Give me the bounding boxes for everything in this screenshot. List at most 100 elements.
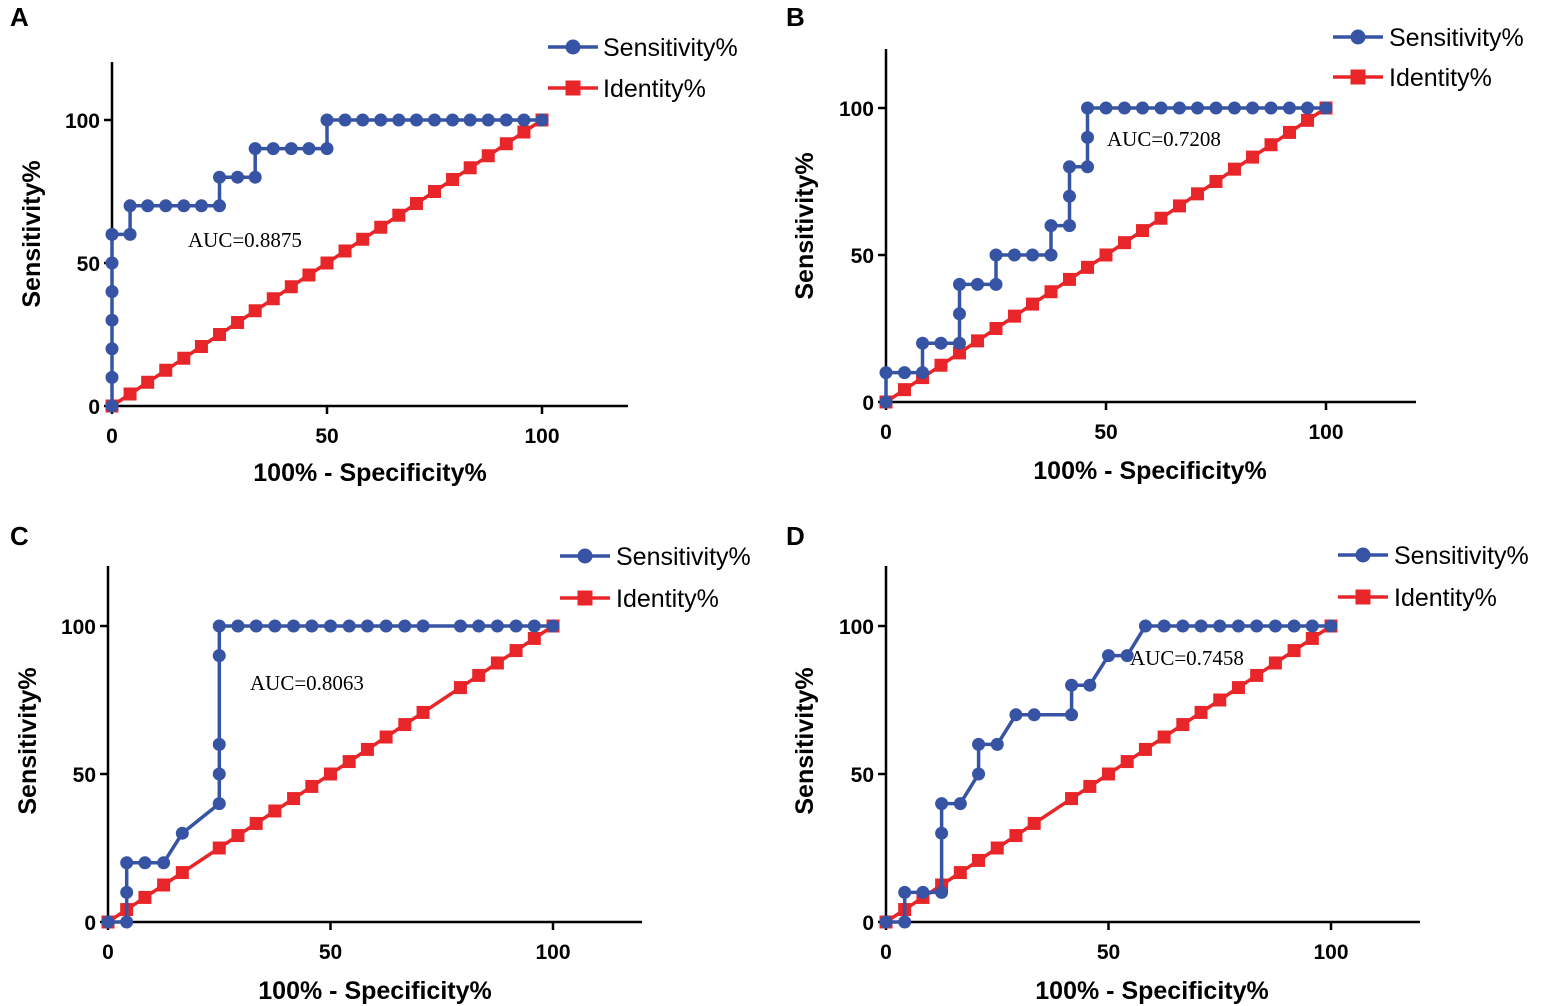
sensitivity-point — [1120, 649, 1134, 663]
identity-point — [1136, 224, 1150, 238]
x-tick-label: 0 — [106, 425, 118, 448]
y-tick-label: 50 — [851, 764, 874, 787]
sensitivity-point — [266, 142, 280, 156]
y-axis-title: Sensitivity% — [791, 667, 819, 814]
identity-point — [338, 244, 352, 258]
identity-point — [1081, 260, 1095, 274]
identity-point — [1176, 718, 1190, 732]
sensitivity-point — [120, 856, 134, 870]
sensitivity-point — [302, 142, 316, 156]
sensitivity-point — [879, 915, 893, 929]
identity-point — [1009, 829, 1023, 843]
sensitivity-point — [1027, 708, 1041, 722]
identity-point — [1157, 730, 1171, 744]
sensitivity-point — [935, 885, 949, 899]
x-axis-title: 100% - Specificity% — [253, 459, 486, 487]
sensitivity-point — [213, 170, 226, 184]
legend: Sensitivity% Identity% — [1338, 542, 1529, 612]
x-tick-label: 0 — [880, 941, 892, 964]
sensitivity-point — [1007, 248, 1021, 262]
legend-identity-label: Identity% — [1389, 64, 1492, 92]
sensitivity-point — [879, 395, 893, 409]
identity-point — [356, 232, 370, 246]
identity-point — [248, 304, 262, 318]
sensitivity-point — [231, 170, 245, 184]
sensitivity-point — [509, 619, 523, 633]
sensitivity-point — [1213, 619, 1227, 633]
sensitivity-point — [952, 336, 966, 350]
sensitivity-point — [1065, 708, 1079, 722]
sensitivity-point — [1287, 619, 1301, 633]
identity-point — [1231, 681, 1245, 695]
sensitivity-point — [249, 619, 263, 633]
sensitivity-point — [305, 619, 319, 633]
sensitivity-point — [1264, 101, 1278, 115]
y-tick-label: 0 — [88, 396, 100, 419]
sensitivity-point — [1083, 678, 1097, 692]
sensitivity-point — [1282, 101, 1296, 115]
sensitivity-point — [392, 113, 406, 127]
sensitivity-point — [1099, 101, 1113, 115]
y-tick-label: 0 — [862, 912, 874, 935]
sensitivity-point — [123, 227, 137, 241]
sensitivity-point — [490, 619, 504, 633]
y-axis-title: Sensitivity% — [791, 152, 819, 299]
identity-point — [342, 755, 356, 769]
sensitivity-point — [1231, 619, 1245, 633]
sensitivity-point — [1172, 101, 1186, 115]
sensitivity-point — [416, 619, 430, 633]
sensitivity-point — [1102, 649, 1115, 663]
x-tick-label: 50 — [1097, 941, 1120, 964]
sensitivity-point — [1305, 619, 1319, 633]
sensitivity-point — [935, 797, 949, 811]
sensitivity-point — [409, 113, 423, 127]
identity-point — [1007, 309, 1021, 323]
identity-point — [1227, 162, 1241, 176]
sensitivity-point — [952, 277, 966, 291]
x-tick-label: 0 — [880, 421, 892, 444]
identity-point — [249, 816, 263, 830]
panel-letter: C — [10, 521, 29, 551]
identity-point — [177, 351, 191, 365]
auc-annotation: AUC=0.8875 — [188, 228, 302, 252]
sensitivity-point — [287, 619, 301, 633]
identity-point — [305, 779, 319, 793]
y-axis-title: Sensitivity% — [18, 160, 46, 307]
identity-point — [213, 328, 226, 341]
sensitivity-point — [175, 826, 189, 840]
sensitivity-point — [952, 307, 966, 321]
panel-C: C 0 50 100 0 50 100 100% - Specificity% Sensitiv… — [10, 521, 751, 1005]
sensitivity-point — [428, 113, 441, 127]
sensitivity-point — [1324, 619, 1338, 633]
identity-point — [157, 878, 171, 892]
identity-point — [287, 792, 301, 806]
x-tick-label: 100 — [1313, 941, 1348, 964]
sensitivity-point — [1301, 101, 1315, 115]
identity-point — [971, 334, 985, 348]
identity-point — [159, 363, 173, 377]
sensitivity-point — [1062, 189, 1076, 203]
sensitivity-point — [972, 737, 986, 751]
identity-point — [302, 268, 316, 282]
sensitivity-point — [897, 366, 911, 380]
sensitivity-point — [120, 885, 134, 899]
sensitivity-point — [1154, 101, 1168, 115]
identity-point — [1083, 779, 1097, 793]
sensitivity-point — [374, 113, 388, 127]
identity-point — [989, 322, 1003, 335]
sensitivity-point — [324, 619, 337, 633]
identity-point — [360, 742, 374, 756]
sensitivity-point — [320, 113, 334, 127]
identity-point — [416, 705, 430, 719]
identity-point — [1194, 705, 1208, 719]
panel-letter: A — [10, 2, 29, 32]
identity-point — [374, 220, 388, 234]
legend: Sensitivity% Identity% — [548, 34, 738, 103]
identity-point — [268, 804, 282, 818]
sensitivity-point — [989, 277, 1003, 291]
y-tick-label: 100 — [839, 98, 874, 121]
sensitivity-point — [213, 199, 226, 213]
identity-point — [1301, 113, 1315, 127]
identity-point — [123, 387, 137, 401]
identity-point — [266, 292, 280, 306]
